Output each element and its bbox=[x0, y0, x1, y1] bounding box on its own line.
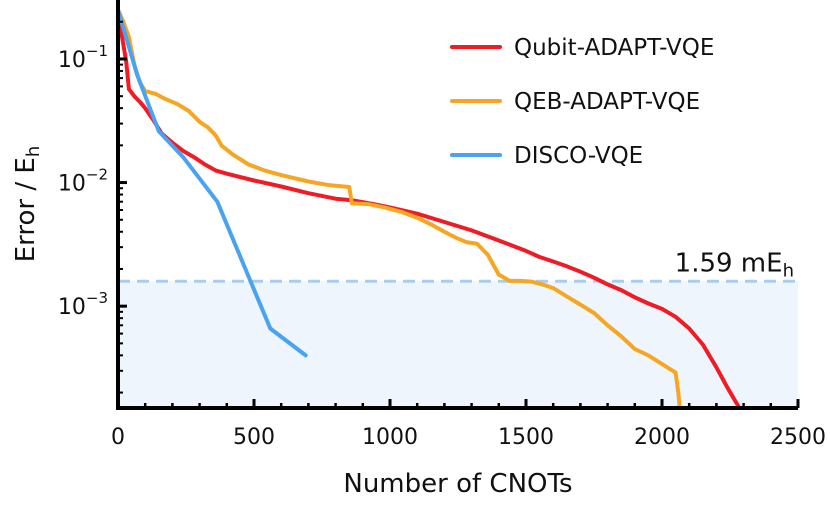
x-tick-label: 1000 bbox=[362, 425, 418, 450]
y-axis-label: Error / Eh bbox=[11, 146, 44, 263]
labels-layer: 1.59 mEh Number of CNOTs Error / Eh bbox=[11, 146, 794, 499]
y-tick-label: 10−2 bbox=[58, 166, 108, 197]
x-tick-label: 2500 bbox=[770, 425, 826, 450]
ticks-layer: 0 500 1000 1500 2000 2500 10−1 10−2 10−3 bbox=[58, 20, 826, 450]
x-axis-label: Number of CNOTs bbox=[343, 469, 572, 499]
axes-layer bbox=[116, 0, 798, 410]
legend: Qubit-ADAPT-VQE QEB-ADAPT-VQE DISCO-VQE bbox=[450, 35, 714, 169]
legend-label-disco-vqe: DISCO-VQE bbox=[514, 143, 643, 169]
series-line-disco-vqe bbox=[118, 7, 308, 358]
x-tick-label: 1500 bbox=[498, 425, 554, 450]
x-tick-label: 500 bbox=[233, 425, 275, 450]
x-tick-label: 2000 bbox=[634, 425, 690, 450]
threshold-band bbox=[118, 281, 798, 408]
legend-label-qeb-adapt-vqe: QEB-ADAPT-VQE bbox=[514, 89, 700, 115]
x-tick-label: 0 bbox=[111, 425, 125, 450]
series-line-qeb-adapt-vqe bbox=[118, 7, 682, 408]
threshold-label: 1.59 mEh bbox=[675, 248, 794, 281]
series-layer bbox=[118, 7, 742, 408]
legend-label-qubit-adapt-vqe: Qubit-ADAPT-VQE bbox=[514, 35, 714, 61]
y-tick-label: 10−3 bbox=[58, 289, 108, 320]
threshold-layer bbox=[118, 279, 798, 408]
y-tick-label: 10−1 bbox=[58, 42, 108, 73]
